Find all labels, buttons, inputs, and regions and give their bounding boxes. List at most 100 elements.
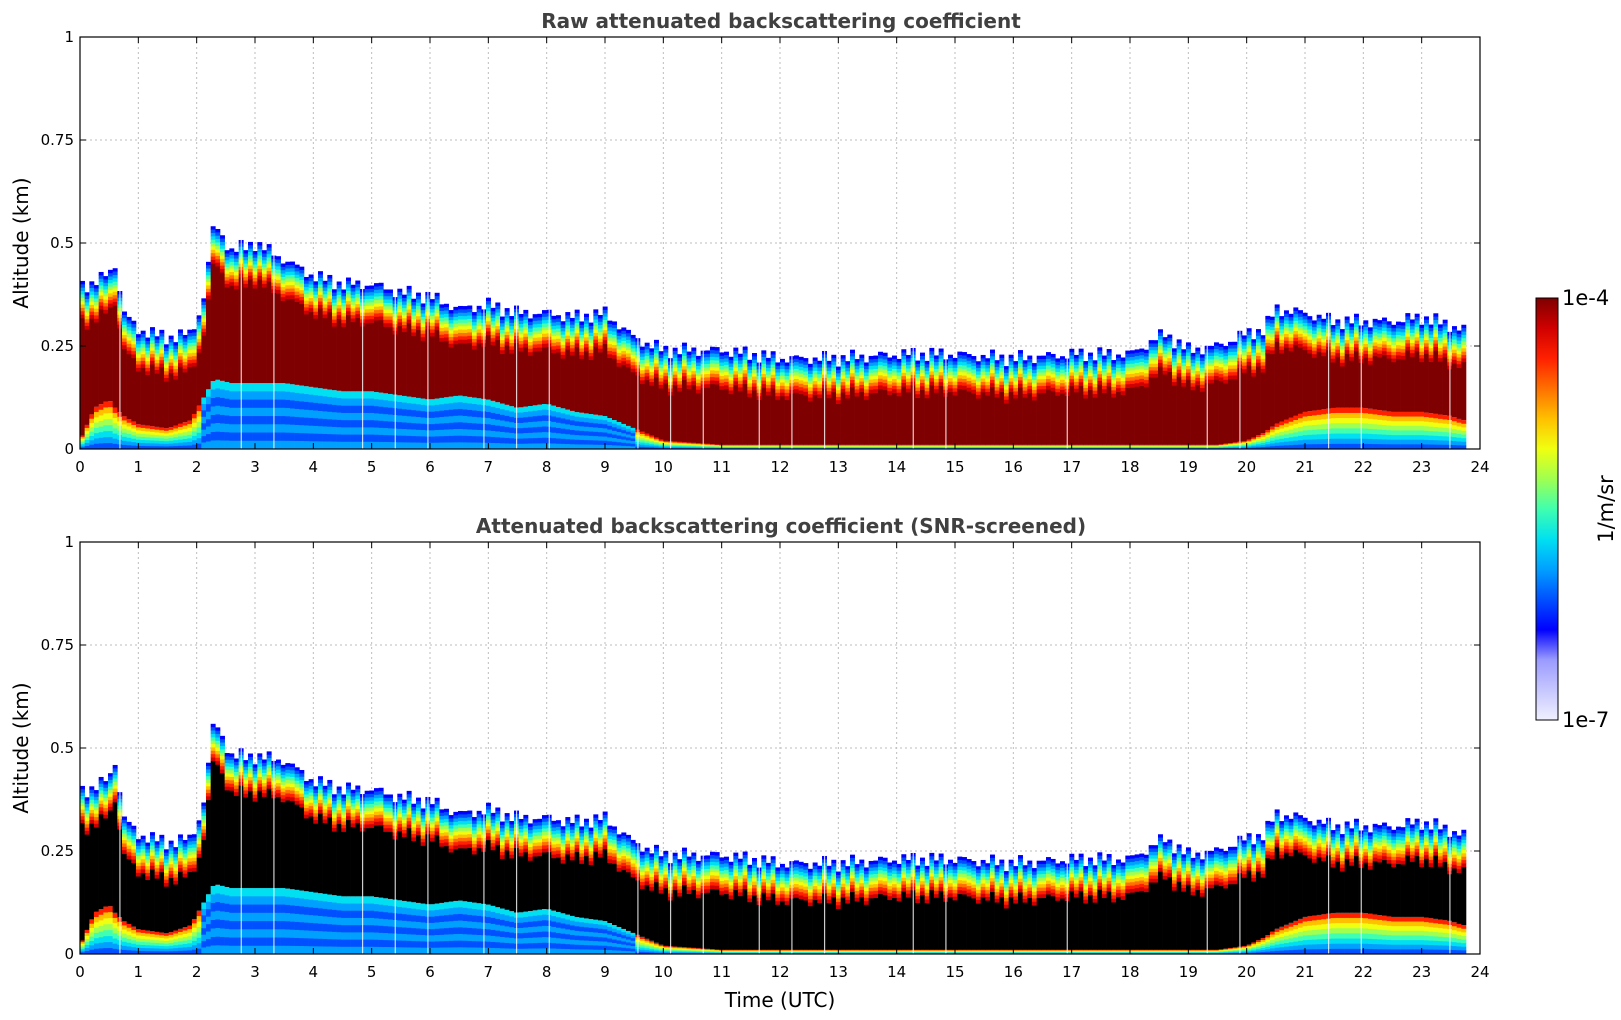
chart-raw-cell xyxy=(584,440,589,445)
chart-raw-cell xyxy=(229,440,235,449)
chart-raw-cell xyxy=(467,305,473,310)
chart-raw-cell xyxy=(528,438,533,444)
chart-raw-cell xyxy=(570,328,575,332)
chart-raw-cell xyxy=(873,446,879,448)
chart-raw-column xyxy=(1004,366,1009,449)
chart-raw-column xyxy=(635,338,641,449)
chart-raw-cell xyxy=(770,368,776,372)
chart-raw-cell xyxy=(812,384,818,389)
chart-raw-cell xyxy=(472,410,477,418)
chart-raw-cell xyxy=(159,446,165,449)
chart-raw-cell xyxy=(733,445,739,447)
chart-raw-cell xyxy=(929,351,935,355)
chart-raw-cell xyxy=(574,309,580,314)
chart-raw-cell xyxy=(248,407,253,417)
chart-raw-cell xyxy=(1060,445,1065,447)
chart-raw-cell xyxy=(598,321,603,326)
chart-raw-cell xyxy=(159,363,165,368)
chart-raw-cell xyxy=(882,446,888,448)
chart-raw-column xyxy=(1046,352,1051,449)
chart-raw-cell xyxy=(248,416,253,425)
chart-raw-cell xyxy=(89,423,95,428)
chart-raw-cell xyxy=(285,391,291,401)
chart-raw-cell xyxy=(780,382,785,387)
chart-raw-cell xyxy=(1032,373,1037,377)
chart-raw-cell xyxy=(280,297,286,301)
chart-raw-cell xyxy=(94,443,99,449)
chart-raw-cell xyxy=(812,364,818,368)
chart-raw-cell xyxy=(1158,329,1163,333)
chart-raw-cell xyxy=(598,432,603,437)
chart-raw-cell xyxy=(131,324,137,328)
chart-raw-cell xyxy=(686,445,692,447)
chart-raw-cell xyxy=(1153,360,1159,365)
chart-raw-cell xyxy=(383,400,389,408)
chart-raw-cell xyxy=(1158,332,1163,337)
chart-raw-cell xyxy=(220,389,225,399)
chart-raw-cell xyxy=(201,397,207,405)
chart-raw-cell xyxy=(136,367,141,372)
chart-raw-cell xyxy=(850,446,855,448)
chart-raw-cell xyxy=(285,440,291,449)
chart-raw-cell xyxy=(962,447,967,449)
chart-raw-column xyxy=(140,330,146,449)
chart-raw-cell xyxy=(458,339,463,344)
chart-raw-cell xyxy=(644,349,650,354)
chart-raw-cell xyxy=(593,414,599,420)
chart-raw-cell xyxy=(962,365,967,370)
chart-raw-cell xyxy=(1074,375,1079,379)
chart-raw-cell xyxy=(262,260,267,264)
chart-raw-cell xyxy=(490,338,496,342)
chart-raw-cell xyxy=(94,305,99,309)
chart-raw-core-cell xyxy=(1120,394,1126,445)
chart-raw-cell xyxy=(178,332,183,337)
chart-raw-cell xyxy=(458,322,463,327)
chart-raw-cell xyxy=(285,275,291,279)
chart-raw-cell xyxy=(724,445,729,447)
chart-raw-cell xyxy=(705,377,711,382)
chart-raw-cell xyxy=(579,348,585,353)
chart-raw-cell xyxy=(490,412,496,420)
chart-raw-cell xyxy=(486,430,491,437)
chart-raw-cell xyxy=(346,284,351,288)
chart-raw-cell xyxy=(1130,383,1135,388)
chart-raw-cell xyxy=(206,419,211,427)
chart-raw-cell xyxy=(140,433,146,438)
chart-raw-column xyxy=(378,282,384,449)
chart-raw-cell xyxy=(658,351,664,355)
chart-raw-cell xyxy=(602,420,608,425)
chart-raw-cell xyxy=(957,444,963,446)
chart-raw-cell xyxy=(201,301,207,306)
chart-raw-cell xyxy=(1078,375,1084,380)
chart-raw-cell xyxy=(1153,446,1159,448)
chart-raw-cell xyxy=(145,428,151,432)
chart-raw-cell xyxy=(458,305,463,310)
chart-raw-cell xyxy=(1134,352,1140,357)
chart-raw-column xyxy=(719,352,725,449)
chart-raw-cell xyxy=(495,431,501,438)
chart-raw-cell xyxy=(453,333,459,338)
chart-raw-cell xyxy=(89,308,95,312)
chart-raw-cell xyxy=(495,329,501,334)
chart-raw-cell xyxy=(243,277,249,281)
chart-raw-column xyxy=(1064,358,1070,449)
chart-raw-column xyxy=(294,264,300,449)
chart-raw-core-cell xyxy=(243,287,249,384)
chart-raw-cell xyxy=(672,381,678,386)
chart-raw-cell xyxy=(178,433,183,437)
chart-raw-cell xyxy=(80,297,85,302)
chart-raw-cell xyxy=(565,419,571,425)
chart-raw-cell xyxy=(1074,445,1079,447)
chart-raw-cell xyxy=(1004,447,1009,449)
chart-raw-cell xyxy=(658,444,664,446)
chart-raw-cell xyxy=(798,383,804,388)
chart-raw-cell xyxy=(878,351,883,356)
chart-raw-cell xyxy=(290,432,295,442)
chart-raw-cell xyxy=(733,444,739,446)
chart-raw-cell xyxy=(346,301,351,305)
chart-raw-cell xyxy=(836,390,841,394)
chart-raw-core-cell xyxy=(383,326,389,394)
chart-raw-cell xyxy=(1027,355,1033,360)
chart-raw-cell xyxy=(1078,447,1084,449)
chart-raw-cell xyxy=(369,295,375,300)
